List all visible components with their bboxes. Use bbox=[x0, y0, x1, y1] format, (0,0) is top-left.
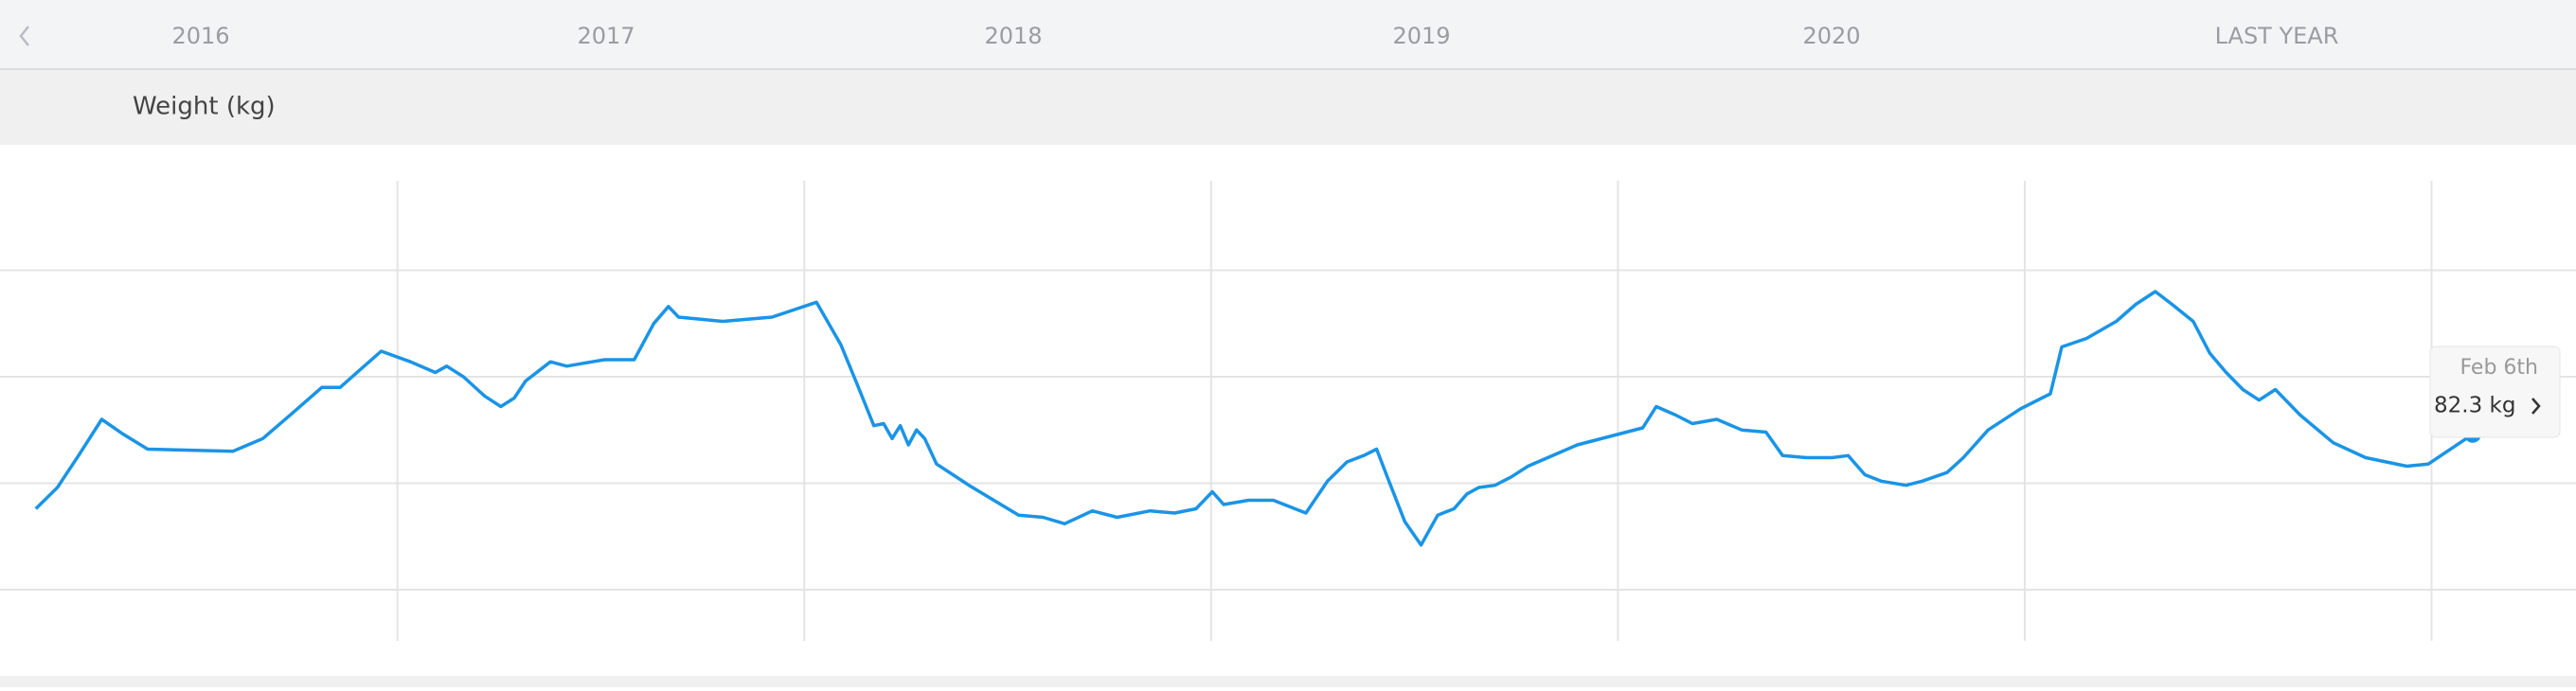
prev-button[interactable] bbox=[19, 26, 29, 46]
chart-title: Weight (kg) bbox=[133, 93, 276, 121]
year-tab[interactable]: 2017 bbox=[577, 23, 635, 49]
tooltip-chevron bbox=[2531, 398, 2541, 415]
year-tab[interactable]: 2019 bbox=[1392, 23, 1450, 49]
tooltip-value: 82.3 kg bbox=[2434, 394, 2515, 418]
bottom-strip bbox=[0, 676, 2576, 687]
year-tab[interactable]: 2016 bbox=[171, 23, 229, 49]
tooltip-box bbox=[2429, 346, 2561, 438]
weight-line bbox=[34, 290, 2474, 547]
year-tab[interactable]: 2020 bbox=[1802, 23, 1860, 49]
year-tab-bar bbox=[0, 0, 2576, 69]
tooltip-date: Feb 6th bbox=[2460, 356, 2538, 380]
tooltip[interactable]: Feb 6th 82.3 kg bbox=[2429, 346, 2561, 438]
year-tab[interactable]: 2018 bbox=[984, 23, 1042, 49]
year-tab[interactable]: LAST YEAR bbox=[2215, 23, 2339, 49]
chart-header bbox=[0, 70, 2576, 145]
